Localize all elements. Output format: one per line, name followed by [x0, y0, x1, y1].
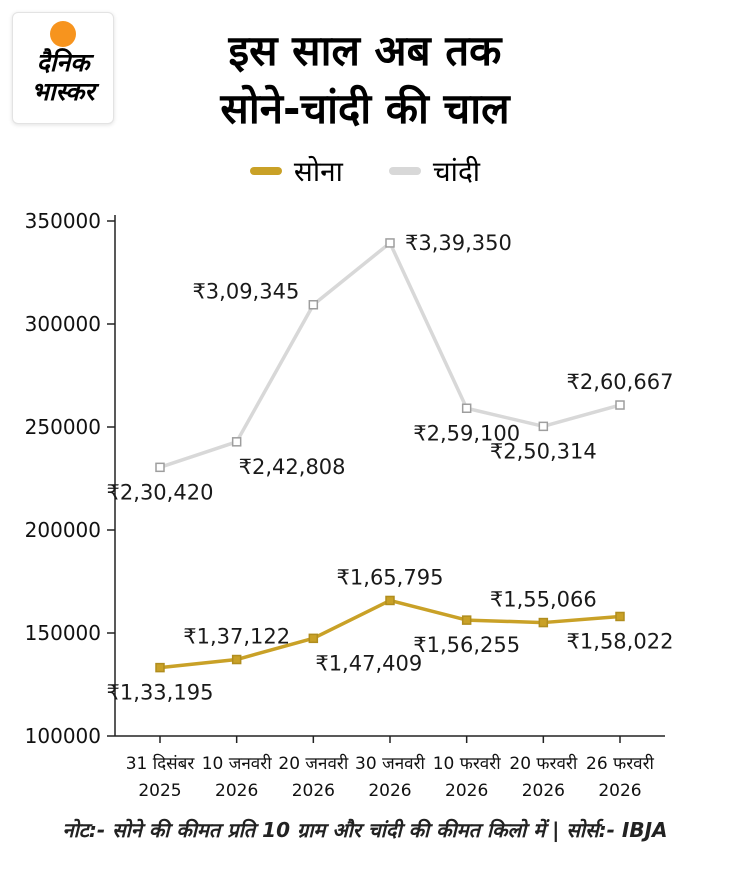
gold-data-point — [538, 617, 549, 628]
silver-data-label: ₹2,50,314 — [490, 439, 597, 463]
dainik-bhaskar-logo: दैनिक भास्कर — [12, 12, 114, 124]
silver-data-label: ₹3,09,345 — [192, 280, 299, 304]
legend-item-silver: चांदी — [388, 152, 481, 190]
silver-data-label: ₹2,30,420 — [107, 480, 214, 504]
silver-data-label: ₹2,60,667 — [567, 370, 674, 394]
x-tick-label: 31 दिसंबर — [126, 753, 196, 774]
x-tick-year: 2025 — [138, 781, 181, 801]
silver-data-point — [155, 462, 165, 472]
x-tick-year: 2026 — [292, 781, 335, 801]
silver-legend-label: चांदी — [432, 154, 481, 188]
x-tick-label: 26 फरवरी — [586, 753, 655, 774]
logo-line1: दैनिक — [36, 48, 90, 77]
y-tick-label: 250000 — [25, 415, 101, 439]
gold-legend-label: सोना — [293, 154, 343, 188]
footer-note: नोट:- सोने की कीमत प्रति 10 ग्राम और चां… — [62, 817, 668, 842]
silver-data-point — [615, 400, 625, 410]
gold-data-point — [385, 595, 395, 606]
x-tick-label: 10 फरवरी — [433, 753, 502, 774]
y-tick-label: 100000 — [25, 724, 101, 748]
silver-data-point — [385, 238, 395, 248]
sun-icon — [50, 21, 76, 47]
x-tick-year: 2026 — [215, 781, 258, 801]
legend: सोना चांदी — [0, 152, 730, 190]
x-tick-label: 30 जनवरी — [355, 753, 425, 774]
y-tick-label: 200000 — [25, 518, 101, 542]
x-tick-label: 10 जनवरी — [202, 753, 272, 774]
gold-data-label: ₹1,47,409 — [315, 651, 422, 675]
gold-data-point — [615, 611, 625, 622]
gold-data-label: ₹1,65,795 — [337, 565, 444, 589]
chart-title-line1: इस साल अब तक — [228, 26, 502, 75]
logo-line2: भास्कर — [31, 76, 95, 106]
gold-data-label: ₹1,55,066 — [490, 587, 597, 611]
y-tick-label: 350000 — [25, 209, 101, 233]
x-tick-label: 20 फरवरी — [509, 753, 578, 774]
silver-legend-swatch — [388, 166, 421, 175]
logo-text: दैनिक भास्कर — [31, 48, 95, 107]
x-tick-year: 2026 — [445, 781, 488, 801]
x-tick-year: 2026 — [598, 781, 641, 801]
silver-line — [159, 241, 621, 469]
gold-data-point — [231, 654, 242, 665]
x-tick-year: 2026 — [368, 781, 411, 801]
gold-data-label: ₹1,37,122 — [183, 624, 290, 648]
legend-item-gold: सोना — [249, 152, 343, 190]
gold-data-point — [461, 615, 472, 625]
gold-data-label: ₹1,33,195 — [107, 681, 214, 705]
silver-data-point — [231, 436, 242, 447]
x-tick-label: 20 जनवरी — [278, 753, 348, 774]
gold-data-label: ₹1,56,255 — [413, 633, 520, 657]
y-tick-label: 150000 — [25, 621, 101, 645]
silver-data-point — [538, 421, 549, 432]
line-chart: 350000 300000 250000 200000 150000 100000 31 द… — [25, 209, 674, 801]
gold-data-label: ₹1,58,022 — [567, 629, 674, 653]
gold-data-point — [308, 633, 319, 643]
silver-data-label: ₹2,59,100 — [413, 421, 520, 445]
gold-legend-swatch — [249, 166, 282, 175]
silver-data-label: ₹2,42,808 — [239, 455, 346, 479]
silver-data-point — [461, 403, 472, 413]
chart-title: इस साल अब तक सोने-चांदी की चाल — [0, 0, 730, 138]
x-tick-year: 2026 — [522, 781, 565, 801]
gold-data-point — [155, 662, 165, 673]
chart-title-line2: सोने-चांदी की चाल — [220, 83, 510, 133]
silver-data-label: ₹3,39,350 — [405, 231, 512, 255]
y-tick-label: 300000 — [25, 312, 101, 336]
silver-data-point — [308, 299, 319, 310]
